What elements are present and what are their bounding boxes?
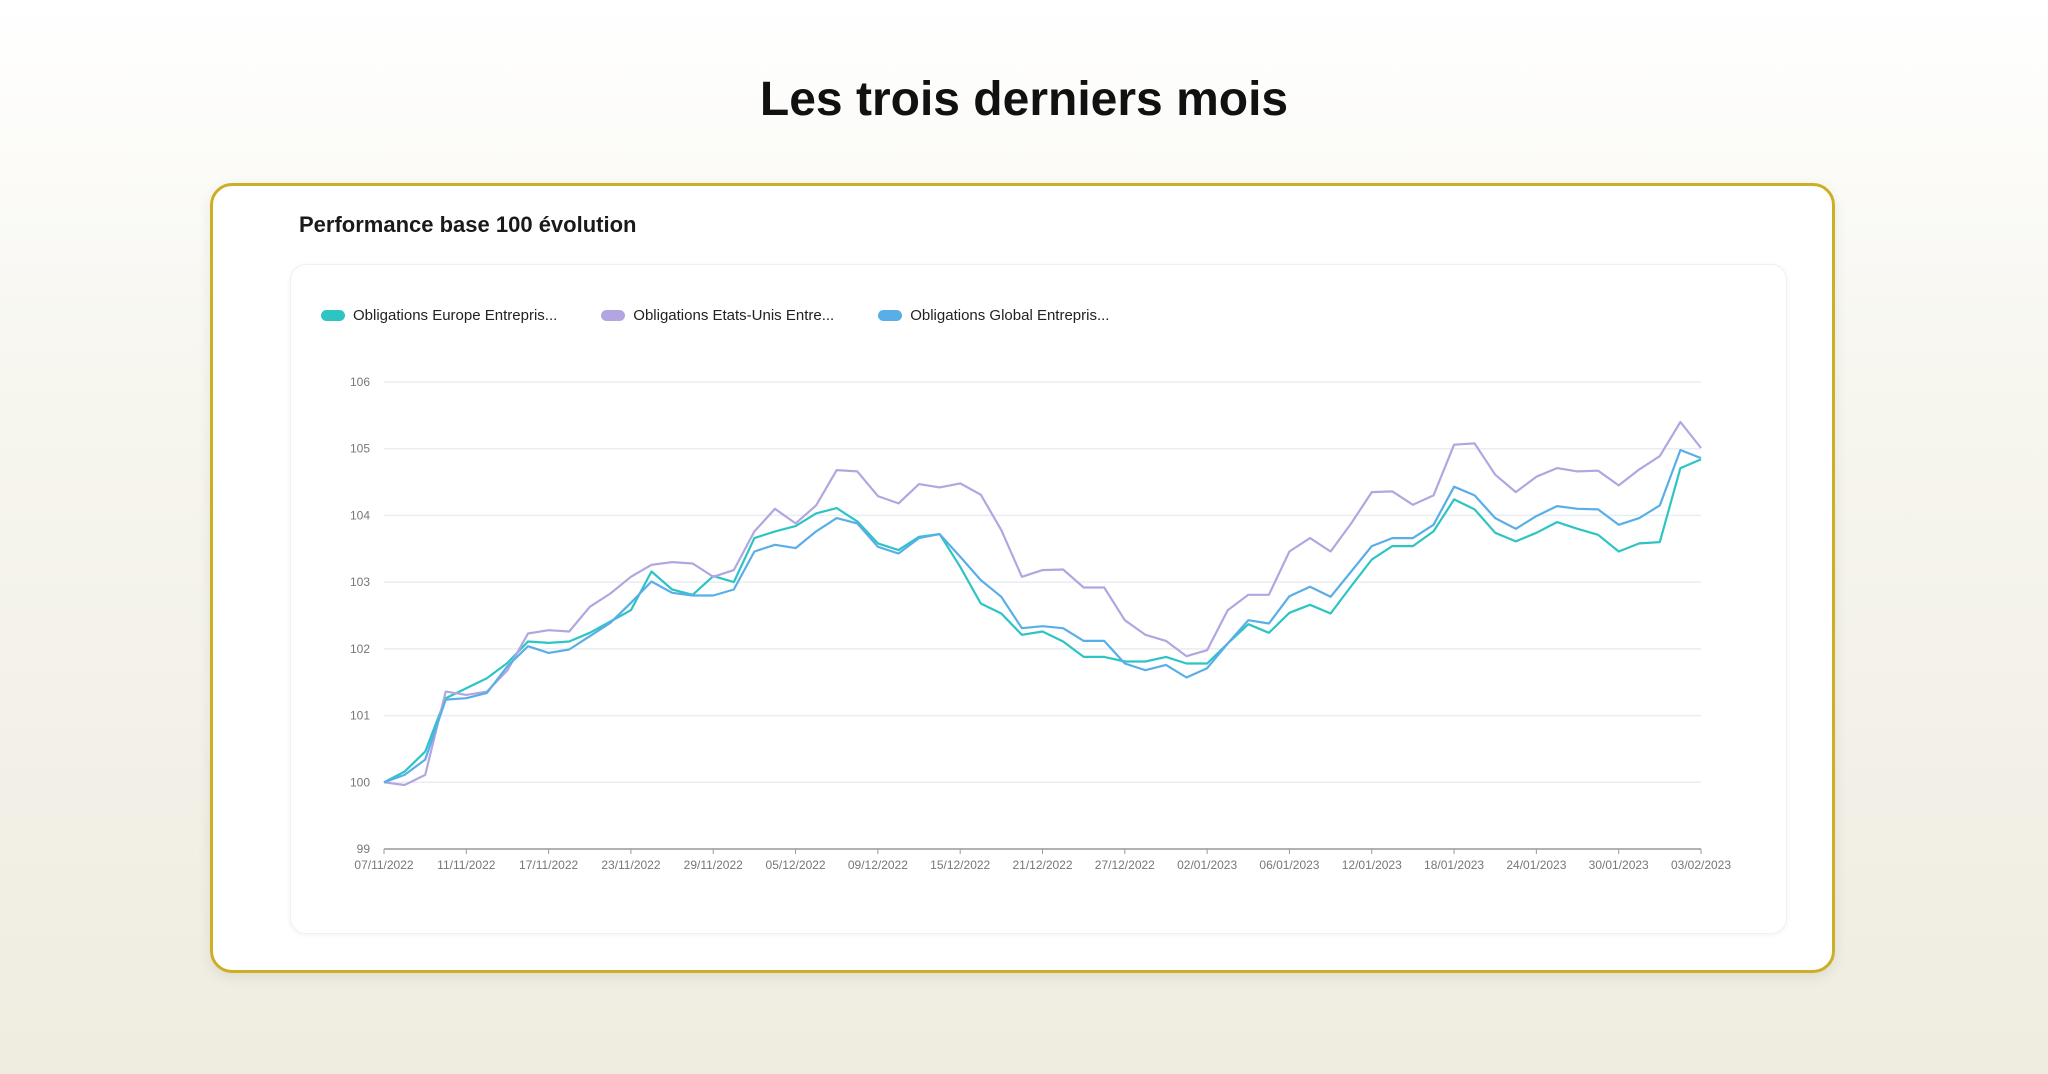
legend-label: Obligations Etats-Unis Entre... xyxy=(633,307,835,324)
legend-swatch xyxy=(878,310,903,321)
chart-panel: Obligations Europe Entrepris... Obligati… xyxy=(290,264,1787,934)
legend-item-etats-unis[interactable]: Obligations Etats-Unis Entre... xyxy=(601,307,834,324)
legend-label: Obligations Global Entrepris... xyxy=(910,307,1110,324)
y-tick-label: 105 xyxy=(350,442,370,456)
x-tick-label: 11/11/2022 xyxy=(437,858,496,872)
x-tick-label: 24/01/2023 xyxy=(1506,858,1566,872)
legend-item-europe[interactable]: Obligations Europe Entrepris... xyxy=(321,307,557,324)
series-line-1 xyxy=(383,420,1702,787)
y-tick-label: 99 xyxy=(357,842,371,856)
x-tick-label: 12/01/2023 xyxy=(1342,858,1402,872)
y-tick-label: 102 xyxy=(350,642,370,656)
x-tick-label: 07/11/2022 xyxy=(354,858,413,872)
legend-swatch xyxy=(601,310,626,321)
x-tick-label: 23/11/2022 xyxy=(601,858,660,872)
x-tick-label: 21/12/2022 xyxy=(1012,858,1072,872)
x-tick-label: 15/12/2022 xyxy=(930,858,990,872)
x-tick-label: 03/02/2023 xyxy=(1671,858,1731,872)
y-tick-label: 106 xyxy=(350,375,370,389)
x-tick-label: 05/12/2022 xyxy=(766,858,826,872)
line-chart: 99 100 101 102 103 104 105 106 07/11/2022 11/11/2… xyxy=(350,375,1731,872)
series-line-2 xyxy=(383,448,1702,784)
x-tick-label: 18/01/2023 xyxy=(1424,858,1484,872)
x-tick-label: 30/01/2023 xyxy=(1589,858,1649,872)
x-tick-label: 02/01/2023 xyxy=(1177,858,1237,872)
page-title: Les trois derniers mois xyxy=(759,73,1289,126)
y-tick-label: 104 xyxy=(350,508,370,522)
x-tick-label: 29/11/2022 xyxy=(684,858,743,872)
y-tick-label: 101 xyxy=(350,709,370,723)
card-title: Performance base 100 évolution xyxy=(299,212,637,237)
y-tick-label: 103 xyxy=(350,575,370,589)
y-tick-label: 100 xyxy=(350,775,370,789)
x-tick-label: 09/12/2022 xyxy=(848,858,908,872)
x-tick-label: 17/11/2022 xyxy=(519,858,578,872)
legend-swatch xyxy=(321,310,345,321)
legend-label: Obligations Europe Entrepris... xyxy=(353,307,558,324)
chart-legend: Obligations Europe Entrepris... Obligati… xyxy=(321,307,1109,324)
legend-item-global[interactable]: Obligations Global Entrepris... xyxy=(878,307,1109,324)
x-tick-label: 06/01/2023 xyxy=(1259,858,1319,872)
series-line-0 xyxy=(383,458,1702,784)
performance-card: Performance base 100 évolution Obligatio… xyxy=(210,183,1835,973)
x-tick-label: 27/12/2022 xyxy=(1095,858,1155,872)
